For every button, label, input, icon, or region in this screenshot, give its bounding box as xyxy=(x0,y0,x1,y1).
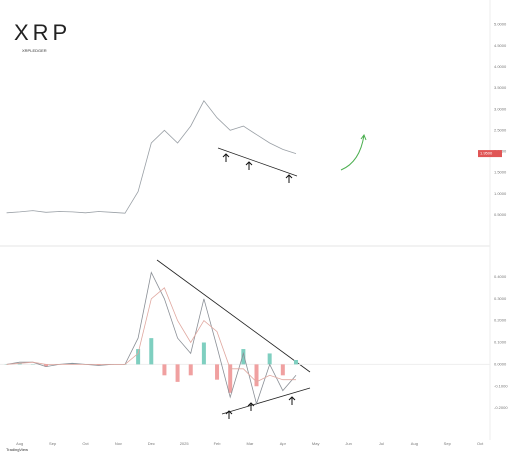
macd-line xyxy=(6,287,296,383)
histogram-bar xyxy=(149,338,154,365)
y-tick-label: 0.2000 xyxy=(494,318,507,323)
y-tick-label: 0.4000 xyxy=(494,274,507,279)
histogram-bar xyxy=(201,342,206,365)
price-tag-box xyxy=(478,150,502,158)
y-tick-label: 4.0000 xyxy=(494,64,507,69)
x-tick-label: Mar xyxy=(246,441,254,446)
histogram-bar xyxy=(280,364,285,376)
x-tick-label: Aug xyxy=(411,441,418,446)
trendline xyxy=(221,387,311,415)
y-tick-label: 0.0000 xyxy=(494,361,507,366)
histogram-bar xyxy=(175,364,180,382)
histogram-bar xyxy=(293,360,298,365)
arrows xyxy=(222,153,296,419)
histogram-bar xyxy=(228,364,233,393)
y-tick-label: 3.5000 xyxy=(494,85,507,90)
histogram-bar xyxy=(254,364,259,387)
x-tick-label: Aug xyxy=(16,441,23,446)
logo-title: XRP xyxy=(14,20,71,45)
y-tick-label: 2.5000 xyxy=(494,127,507,132)
y-tick-label: 1.5000 xyxy=(494,170,507,175)
histogram-bar xyxy=(70,363,75,365)
x-tick-label: Nov xyxy=(115,441,122,446)
histogram-bar xyxy=(215,364,220,380)
logo-subtitle: XRPLEDGER xyxy=(22,48,47,53)
x-tick-label: Jun xyxy=(345,441,351,446)
macd-line xyxy=(6,271,297,406)
y-tick-label: 0.3000 xyxy=(494,296,507,301)
x-tick-label: Jul xyxy=(379,441,384,446)
projection-arrow xyxy=(340,133,367,171)
histogram-bar xyxy=(44,364,49,367)
y-tick-label: 5.0000 xyxy=(494,22,507,27)
price-tag: 1.9500 xyxy=(480,151,493,156)
y-tick-label: 0.1000 xyxy=(494,340,507,345)
histogram-bar xyxy=(162,364,167,376)
y-tick-label: -0.2000 xyxy=(494,405,508,410)
histogram-bar xyxy=(241,349,246,365)
histogram-bar xyxy=(136,349,141,365)
y-tick-label: 0.5000 xyxy=(494,212,507,217)
x-tick-label: Oct xyxy=(82,441,89,446)
histogram-bar xyxy=(17,363,22,365)
price-line xyxy=(6,100,297,214)
histogram-bar xyxy=(188,364,193,376)
y-tick-label: 4.5000 xyxy=(494,43,507,48)
y-tick-label: 3.0000 xyxy=(494,106,507,111)
x-tick-label: Sep xyxy=(49,441,57,446)
y-tick-label: 1.0000 xyxy=(494,191,507,196)
x-tick-label: Feb xyxy=(214,441,222,446)
x-tick-label: Dec xyxy=(148,441,155,446)
x-tick-label: 2025 xyxy=(180,441,190,446)
trendline xyxy=(156,259,311,373)
x-tick-label: Sep xyxy=(444,441,452,446)
trendline xyxy=(217,147,298,177)
histogram-bar xyxy=(96,364,101,366)
footer: TradingView xyxy=(6,447,28,452)
x-tick-label: Apr xyxy=(280,441,287,446)
histogram-bar xyxy=(267,353,272,365)
x-tick-label: Oct xyxy=(477,441,484,446)
x-tick-label: May xyxy=(312,441,320,446)
y-tick-label: -0.1000 xyxy=(494,383,508,388)
